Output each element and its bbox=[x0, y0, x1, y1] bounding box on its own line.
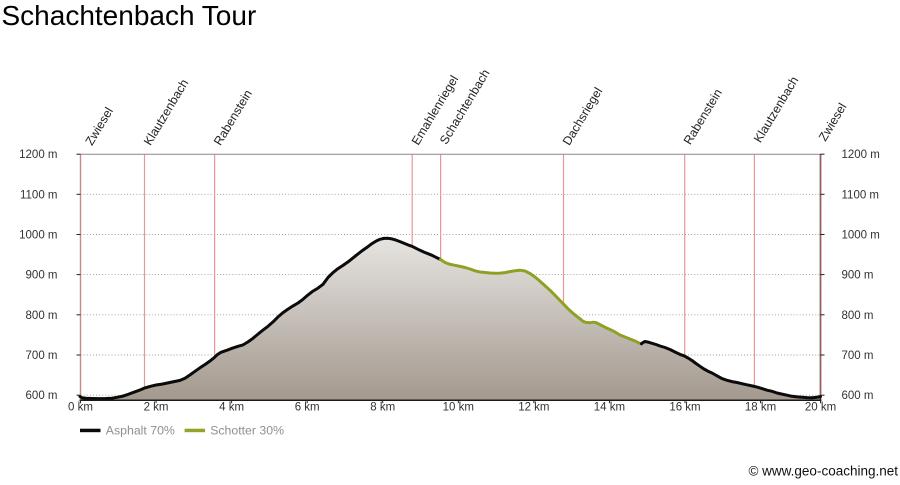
svg-text:16 km: 16 km bbox=[669, 401, 700, 413]
svg-text:600 m: 600 m bbox=[26, 390, 58, 402]
svg-text:4 km: 4 km bbox=[219, 401, 244, 413]
svg-text:Schachtenbach Tour: Schachtenbach Tour bbox=[2, 0, 257, 31]
svg-text:700 m: 700 m bbox=[26, 350, 58, 362]
svg-text:10 km: 10 km bbox=[443, 401, 474, 413]
svg-text:900 m: 900 m bbox=[26, 270, 58, 282]
svg-text:0 km: 0 km bbox=[68, 401, 93, 413]
svg-text:© www.geo-coaching.net: © www.geo-coaching.net bbox=[748, 464, 898, 479]
svg-text:Asphalt 70%: Asphalt 70% bbox=[106, 423, 175, 437]
svg-text:18 km: 18 km bbox=[745, 401, 776, 413]
svg-text:6 km: 6 km bbox=[295, 401, 320, 413]
svg-text:1000 m: 1000 m bbox=[19, 230, 57, 242]
svg-text:800 m: 800 m bbox=[842, 310, 874, 322]
svg-text:20 km: 20 km bbox=[805, 401, 836, 413]
svg-text:1200 m: 1200 m bbox=[19, 149, 57, 161]
svg-text:600 m: 600 m bbox=[842, 390, 874, 402]
svg-text:8 km: 8 km bbox=[370, 401, 395, 413]
svg-text:1100 m: 1100 m bbox=[20, 189, 58, 201]
svg-text:700 m: 700 m bbox=[842, 350, 874, 362]
svg-text:800 m: 800 m bbox=[26, 310, 58, 322]
svg-text:900 m: 900 m bbox=[842, 270, 874, 282]
svg-text:2 km: 2 km bbox=[144, 401, 169, 413]
svg-text:Schotter 30%: Schotter 30% bbox=[210, 423, 284, 437]
svg-text:14 km: 14 km bbox=[594, 401, 625, 413]
svg-text:12 km: 12 km bbox=[518, 401, 549, 413]
svg-text:1200 m: 1200 m bbox=[842, 149, 880, 161]
svg-text:1000 m: 1000 m bbox=[842, 230, 880, 242]
svg-text:1100 m: 1100 m bbox=[842, 189, 880, 201]
